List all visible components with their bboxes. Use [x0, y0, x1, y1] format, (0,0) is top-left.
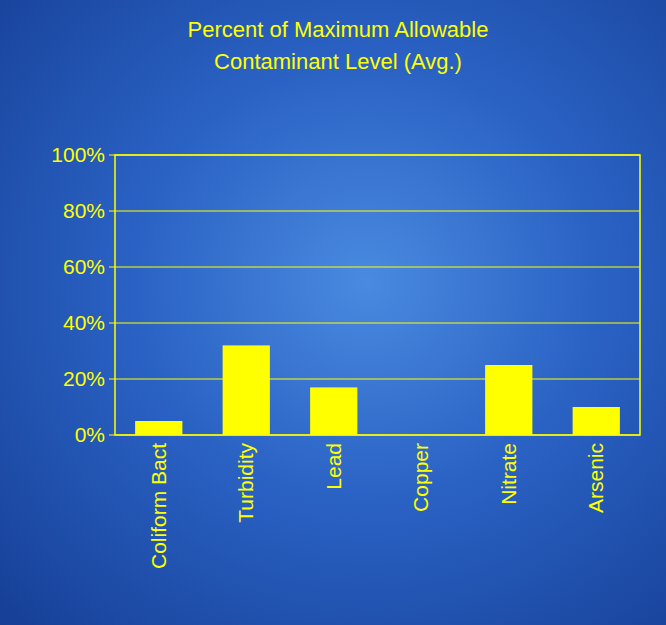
category-label: Turbidity [234, 443, 257, 523]
category-label: Coliform Bact [147, 443, 170, 569]
tick-mark [109, 267, 115, 268]
bar [398, 435, 445, 436]
grid-line [115, 379, 640, 380]
category-label: Nitrate [497, 443, 520, 505]
tick-label: 60% [63, 255, 105, 278]
chart-title: Percent of Maximum Allowable Contaminant… [138, 14, 538, 78]
plot-frame [115, 155, 640, 435]
bar [310, 387, 357, 435]
tick-label: 0% [75, 423, 105, 446]
tick-label: 100% [51, 143, 105, 166]
tick-mark [109, 155, 115, 156]
category-label: Lead [322, 443, 345, 490]
tick-mark [109, 379, 115, 380]
tick-mark [109, 323, 115, 324]
grid-line [115, 211, 640, 212]
bar [573, 407, 620, 435]
bar [485, 365, 532, 435]
bar [135, 421, 182, 435]
category-label: Arsenic [584, 443, 607, 513]
grid-line [115, 323, 640, 324]
tick-label: 40% [63, 311, 105, 334]
category-label: Copper [409, 443, 432, 512]
grid-line [115, 267, 640, 268]
chart: 0% 20% 40% 60% 80% 100% Coliform Bact Turbidity… [0, 0, 666, 625]
bars [135, 345, 620, 435]
tick-mark [109, 435, 115, 436]
tick-mark [109, 211, 115, 212]
tick-label: 20% [63, 367, 105, 390]
tick-label: 80% [63, 199, 105, 222]
bar [223, 345, 270, 435]
